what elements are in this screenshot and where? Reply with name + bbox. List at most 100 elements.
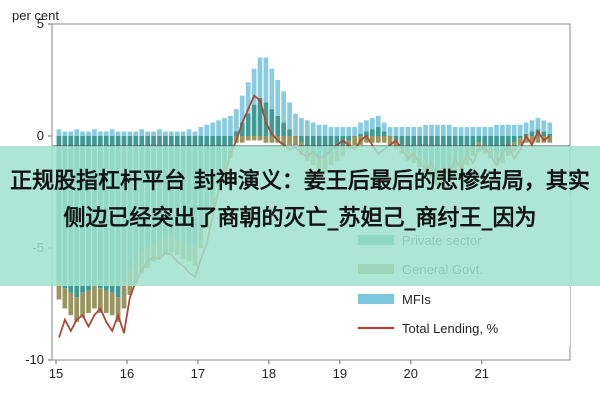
bar-mfis — [476, 127, 482, 136]
bar-mfis — [387, 127, 393, 136]
bar-mfis — [168, 131, 174, 136]
bar-mfis — [216, 120, 221, 136]
overlay-banner — [0, 146, 600, 286]
bar-general-govt- — [74, 297, 80, 322]
y-tick-label: -10 — [25, 352, 44, 367]
bar-mfis — [239, 95, 245, 123]
bar-general-govt- — [352, 136, 357, 145]
bar-private-sector — [405, 136, 411, 150]
bar-mfis — [435, 124, 440, 136]
bar-private-sector — [517, 136, 523, 139]
bar-mfis — [547, 122, 553, 134]
bar-mfis — [192, 131, 198, 136]
bar-private-sector — [281, 122, 287, 136]
bar-general-govt- — [62, 288, 68, 309]
bar-mfis — [127, 131, 133, 136]
x-tick-label: 20 — [404, 366, 418, 381]
bar-private-sector — [488, 136, 493, 150]
bar-general-govt- — [239, 136, 245, 143]
bar-private-sector — [381, 131, 387, 136]
bar-mfis — [97, 131, 103, 136]
bar-mfis — [358, 122, 363, 134]
bar-mfis — [186, 129, 192, 136]
bar-mfis — [145, 131, 151, 136]
banner-title: 正规股指杠杆平台 封神演义：姜王后最后的悲惨结局，其实侧边已经突出了商朝的灭亡_… — [10, 169, 590, 231]
bar-private-sector — [364, 131, 369, 136]
bar-mfis — [346, 127, 352, 136]
bar-general-govt- — [109, 292, 115, 316]
bar-private-sector — [470, 136, 476, 148]
bar-general-govt- — [245, 136, 251, 141]
bar-mfis — [269, 68, 275, 110]
bar-private-sector — [275, 115, 281, 136]
bar-general-govt- — [97, 288, 103, 313]
bar-mfis — [304, 120, 310, 136]
bar-general-govt- — [257, 136, 263, 141]
bar-mfis — [163, 131, 168, 136]
bar-mfis — [275, 80, 281, 116]
bar-general-govt- — [381, 136, 387, 143]
bar-mfis — [316, 124, 322, 136]
bar-mfis — [511, 124, 517, 136]
x-tick-label: 16 — [120, 366, 134, 381]
bar-private-sector — [511, 136, 517, 143]
bar-general-govt- — [364, 136, 369, 143]
bar-mfis — [86, 131, 91, 136]
bar-mfis — [233, 109, 239, 132]
bar-general-govt- — [56, 281, 62, 300]
bar-general-govt- — [293, 136, 298, 145]
x-tick-label: 21 — [475, 366, 489, 381]
bar-private-sector — [399, 136, 405, 145]
bar-mfis — [405, 127, 411, 136]
bar-private-sector — [346, 136, 352, 141]
bar-mfis — [210, 122, 216, 136]
bar-private-sector — [358, 133, 363, 136]
bar-mfis — [222, 118, 227, 136]
bar-private-sector — [251, 104, 257, 136]
bar-general-govt- — [547, 136, 553, 143]
bar-mfis — [133, 131, 139, 136]
bar-mfis — [299, 118, 304, 136]
bar-mfis — [257, 57, 263, 98]
bar-private-sector — [500, 136, 505, 152]
bar-general-govt- — [523, 136, 529, 143]
bar-mfis — [352, 127, 357, 136]
bar-private-sector — [228, 136, 233, 150]
bar-mfis — [523, 122, 529, 134]
bar-private-sector — [547, 133, 553, 136]
bar-mfis — [151, 131, 156, 136]
bar-general-govt- — [517, 138, 523, 145]
bar-private-sector — [375, 127, 381, 136]
bar-mfis — [446, 124, 452, 136]
bar-mfis — [517, 124, 523, 136]
bar-mfis — [263, 57, 269, 103]
x-tick-label: 17 — [191, 366, 205, 381]
bar-mfis — [56, 129, 62, 136]
bar-private-sector — [505, 136, 511, 148]
bar-mfis — [310, 122, 316, 136]
bar-mfis — [529, 120, 535, 132]
legend-label: MFIs — [402, 292, 431, 307]
bar-mfis — [198, 127, 204, 136]
bar-mfis — [364, 120, 369, 132]
bar-mfis — [139, 129, 145, 136]
bar-mfis — [245, 82, 251, 114]
bar-private-sector — [287, 129, 292, 136]
bar-mfis — [293, 113, 298, 136]
bar-private-sector — [239, 122, 245, 136]
bar-mfis — [80, 131, 85, 136]
bar-mfis — [334, 127, 340, 136]
bar-private-sector — [310, 136, 316, 154]
bar-general-govt- — [387, 136, 393, 145]
bar-private-sector — [334, 136, 340, 150]
bar-mfis — [494, 124, 499, 136]
bar-mfis — [174, 131, 180, 136]
y-tick-label: 0 — [37, 128, 44, 143]
bar-general-govt- — [369, 136, 375, 143]
bar-private-sector — [494, 136, 499, 154]
bar-mfis — [541, 120, 547, 132]
bar-mfis — [535, 118, 541, 130]
bar-mfis — [328, 127, 334, 136]
x-tick-label: 19 — [333, 366, 347, 381]
bar-mfis — [464, 127, 470, 136]
